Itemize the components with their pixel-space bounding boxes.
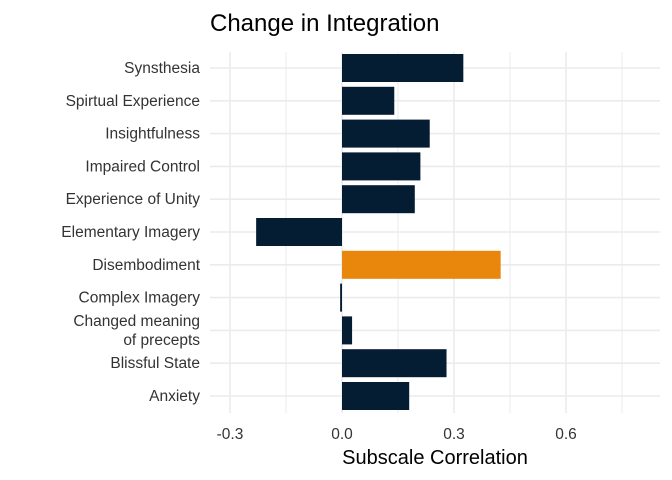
category-label: Complex Imagery [79,290,201,307]
bar [342,119,430,148]
x-tick-label: 0.3 [443,426,465,443]
x-tick-label: 0.0 [331,426,353,443]
category-label: Spirtual Experience [66,93,200,110]
bar [340,283,342,312]
bar [342,316,353,345]
category-label: Synsthesia [124,60,200,77]
category-label: Elementary Imagery [61,224,200,241]
bar [342,152,421,181]
bar [342,382,410,410]
bar-layer [256,54,501,410]
bar [342,185,415,214]
bar [342,54,464,82]
bar [342,250,501,279]
category-label: Impaired Control [85,158,200,175]
category-label: Disembodiment [92,257,200,274]
category-label: Insightfulness [105,126,200,143]
x-tick-label: 0.6 [555,426,577,443]
chart-title: Change in Integration [210,10,440,37]
category-label: Changed meaning of precepts [73,313,200,349]
x-tick-labels: -0.3 0.0 0.3 0.6 [217,426,577,443]
category-labels: Synsthesia Spirtual Experience Insightfuln… [61,60,200,405]
x-tick-label: -0.3 [217,426,244,443]
category-label: Anxiety [149,388,200,405]
bar [256,218,342,246]
bar [342,86,395,115]
bar [342,349,447,378]
x-axis-title: Subscale Correlation [342,447,528,469]
category-label: Blissful State [110,355,200,372]
category-label: Experience of Unity [66,191,201,208]
